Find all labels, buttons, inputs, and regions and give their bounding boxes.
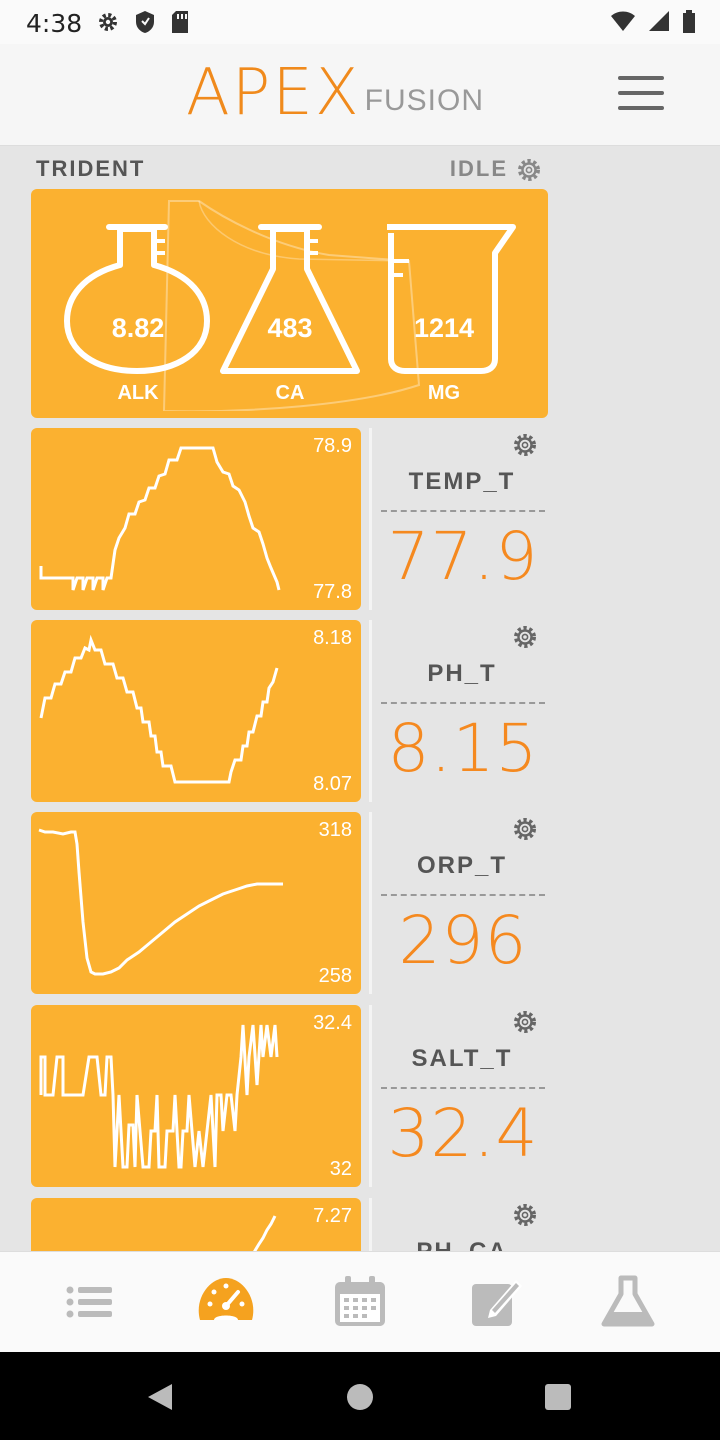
trident-settings-gear-icon[interactable] <box>516 157 542 183</box>
wifi-icon <box>611 11 635 31</box>
trident-status: IDLE <box>449 156 508 181</box>
alk-value: 8.82 <box>111 313 165 343</box>
shield-icon <box>136 11 154 33</box>
divider <box>381 894 545 896</box>
temp-t-name: TEMP_T <box>408 468 516 495</box>
salt-t-value: 32.4 <box>387 1095 539 1172</box>
probe-row-ph-t[interactable]: 8.18 8.07 PH_T 8.15 <box>0 620 560 804</box>
trident-title: TRIDENT <box>36 156 146 181</box>
salt-t-chart[interactable]: 32.4 32 <box>31 1005 361 1187</box>
trident-section-header: TRIDENT IDLE <box>36 156 544 184</box>
ph-ca-sparkline <box>251 1215 277 1255</box>
edit-icon[interactable] <box>468 1274 528 1330</box>
ca-value: 483 <box>267 313 313 343</box>
probe-row-orp-t[interactable]: 318 258 ORP_T 296 <box>0 812 560 996</box>
beaker-icon <box>387 224 516 374</box>
ph-ca-chart-max: 7.27 <box>313 1205 352 1227</box>
divider <box>381 510 545 512</box>
divider <box>369 1005 372 1187</box>
probe-row-temp-t[interactable]: 78.9 77.8 TEMP_T 77.9 <box>0 428 560 612</box>
ca-flask[interactable]: 483 CA <box>215 217 365 407</box>
gear-icon[interactable] <box>512 432 538 458</box>
divider <box>369 812 372 994</box>
temp-t-chart[interactable]: 78.9 77.8 <box>31 428 361 610</box>
mg-label: MG <box>427 382 461 404</box>
trident-device-watermark <box>162 200 421 411</box>
gear-icon[interactable] <box>512 816 538 842</box>
salt-t-chart-min: 32 <box>329 1158 352 1180</box>
orp-t-sparkline <box>38 828 283 976</box>
trident-card[interactable]: 8.82 ALK 483 CA 1214 MG <box>31 189 548 418</box>
status-icons-left <box>96 10 190 34</box>
temp-t-sparkline <box>39 446 281 591</box>
orp-t-value: 296 <box>398 902 528 979</box>
alk-label: ALK <box>117 382 159 404</box>
divider <box>381 702 545 704</box>
status-time: 4:38 <box>26 9 83 38</box>
app-header: APEX FUSION <box>0 44 720 146</box>
temp-t-chart-max: 78.9 <box>313 435 352 457</box>
probe-row-salt-t[interactable]: 32.4 32 SALT_T 32.4 <box>0 1005 560 1189</box>
apex-fusion-logo: APEX FUSION <box>186 56 484 130</box>
erlenmeyer-flask-icon <box>220 224 360 374</box>
alk-flask[interactable]: 8.82 ALK <box>63 217 213 407</box>
divider <box>369 620 372 802</box>
recents-icon[interactable] <box>544 1383 572 1411</box>
salt-t-chart-max: 32.4 <box>313 1012 352 1034</box>
gear-icon <box>99 13 117 31</box>
orp-t-chart-max: 318 <box>318 819 352 841</box>
round-flask-icon <box>64 224 210 374</box>
bottom-nav <box>0 1251 720 1352</box>
gear-icon[interactable] <box>512 1009 538 1035</box>
battery-icon <box>683 10 695 33</box>
orp-t-chart[interactable]: 318 258 <box>31 812 361 994</box>
logo-apex-text: APEX <box>186 56 361 130</box>
mg-value: 1214 <box>413 313 475 343</box>
flask-icon[interactable] <box>600 1274 660 1330</box>
ph-t-chart-min: 8.07 <box>313 773 352 795</box>
signal-icon <box>649 11 669 31</box>
temp-t-value: 77.9 <box>387 518 539 595</box>
calendar-icon[interactable] <box>332 1274 392 1330</box>
ph-t-name: PH_T <box>427 660 497 687</box>
ph-t-chart[interactable]: 8.18 8.07 <box>31 620 361 802</box>
dashboard-icon[interactable] <box>196 1274 256 1330</box>
ph-t-sparkline <box>39 634 279 784</box>
gear-icon[interactable] <box>512 1202 538 1228</box>
hamburger-menu-icon[interactable] <box>618 76 664 114</box>
home-icon[interactable] <box>346 1383 374 1411</box>
ph-t-value: 8.15 <box>387 710 539 787</box>
temp-t-chart-min: 77.8 <box>313 581 352 603</box>
salt-t-name: SALT_T <box>411 1045 513 1072</box>
back-icon[interactable] <box>146 1382 174 1412</box>
android-nav-bar <box>0 1352 720 1440</box>
salt-t-sparkline <box>39 1024 279 1169</box>
ca-label: CA <box>275 382 305 404</box>
gear-icon[interactable] <box>512 624 538 650</box>
ph-t-chart-max: 8.18 <box>313 627 352 649</box>
logo-fusion-text: FUSION <box>364 84 484 117</box>
sd-card-icon <box>172 11 188 33</box>
mg-flask[interactable]: 1214 MG <box>369 217 519 407</box>
status-icons-right <box>610 10 696 34</box>
list-icon[interactable] <box>62 1274 122 1330</box>
divider <box>381 1087 545 1089</box>
orp-t-chart-min: 258 <box>318 965 352 987</box>
orp-t-name: ORP_T <box>416 852 507 879</box>
divider <box>369 428 372 610</box>
status-bar: 4:38 <box>0 0 720 44</box>
